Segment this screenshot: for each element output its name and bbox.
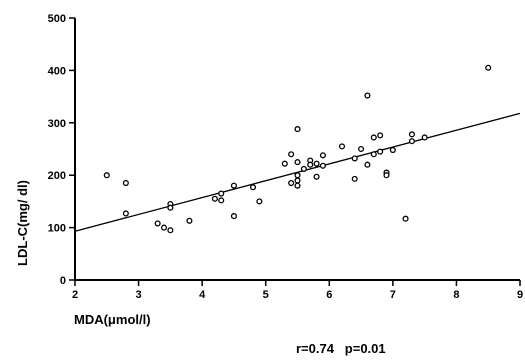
x-tick-label: 2 (72, 289, 78, 301)
data-point (294, 172, 301, 179)
data-point (364, 161, 371, 168)
y-axis-ticks: 0 100 200 300 400 500 (48, 13, 75, 287)
y-tick-label: 500 (48, 13, 66, 25)
data-point (421, 134, 428, 141)
data-point (370, 151, 377, 158)
data-point (122, 180, 129, 187)
data-point (230, 213, 237, 220)
data-point (256, 198, 263, 205)
data-point (167, 204, 174, 211)
x-tick-label: 5 (263, 289, 269, 301)
data-point (294, 126, 301, 133)
data-point (383, 172, 390, 179)
y-tick-label: 0 (60, 275, 66, 287)
y-tick-label: 300 (48, 118, 66, 130)
data-points (103, 64, 492, 234)
data-point (351, 155, 358, 162)
data-point (364, 92, 371, 99)
data-point (351, 175, 358, 182)
data-point (218, 190, 225, 197)
data-point (319, 152, 326, 159)
data-point (319, 162, 326, 169)
data-point (370, 134, 377, 141)
data-point (313, 173, 320, 180)
data-point (377, 132, 384, 139)
data-point (249, 184, 257, 191)
x-axis-title: MDA(μmol/l) (74, 312, 151, 327)
data-point (485, 64, 492, 71)
data-point (408, 138, 415, 145)
x-tick-label: 4 (199, 289, 206, 301)
data-point (377, 148, 384, 155)
data-point (294, 159, 301, 166)
y-tick-label: 200 (48, 170, 66, 182)
data-point (408, 131, 415, 138)
data-point (167, 227, 174, 234)
data-point (186, 217, 193, 224)
data-point (122, 210, 129, 217)
data-point (358, 145, 365, 153)
data-point (211, 195, 218, 202)
data-point (300, 165, 307, 172)
x-tick-label: 6 (326, 289, 332, 301)
data-point (288, 151, 295, 158)
data-point (313, 160, 320, 167)
x-tick-label: 9 (517, 289, 523, 301)
x-tick-label: 7 (390, 289, 396, 301)
data-point (338, 143, 346, 150)
x-tick-label: 8 (453, 289, 459, 301)
data-point (218, 197, 225, 204)
x-tick-label: 3 (136, 289, 142, 301)
data-point (402, 215, 409, 222)
data-point (288, 180, 295, 187)
data-point (294, 182, 301, 189)
data-point (103, 172, 110, 179)
data-point (294, 177, 301, 184)
x-axis-ticks: 2 3 4 5 6 7 8 9 (72, 280, 523, 301)
data-point (160, 224, 168, 231)
correlation-annotation: r=0.74 p=0.01 (296, 341, 386, 356)
data-point (389, 146, 396, 154)
y-axis-title: LDL-C(mg/ dl) (15, 180, 30, 266)
y-tick-label: 400 (48, 65, 66, 77)
y-tick-label: 100 (48, 223, 66, 235)
data-point (281, 160, 288, 167)
data-point (154, 220, 161, 227)
data-point (230, 182, 237, 189)
data-point (307, 161, 314, 168)
chart-axes (74, 18, 520, 281)
